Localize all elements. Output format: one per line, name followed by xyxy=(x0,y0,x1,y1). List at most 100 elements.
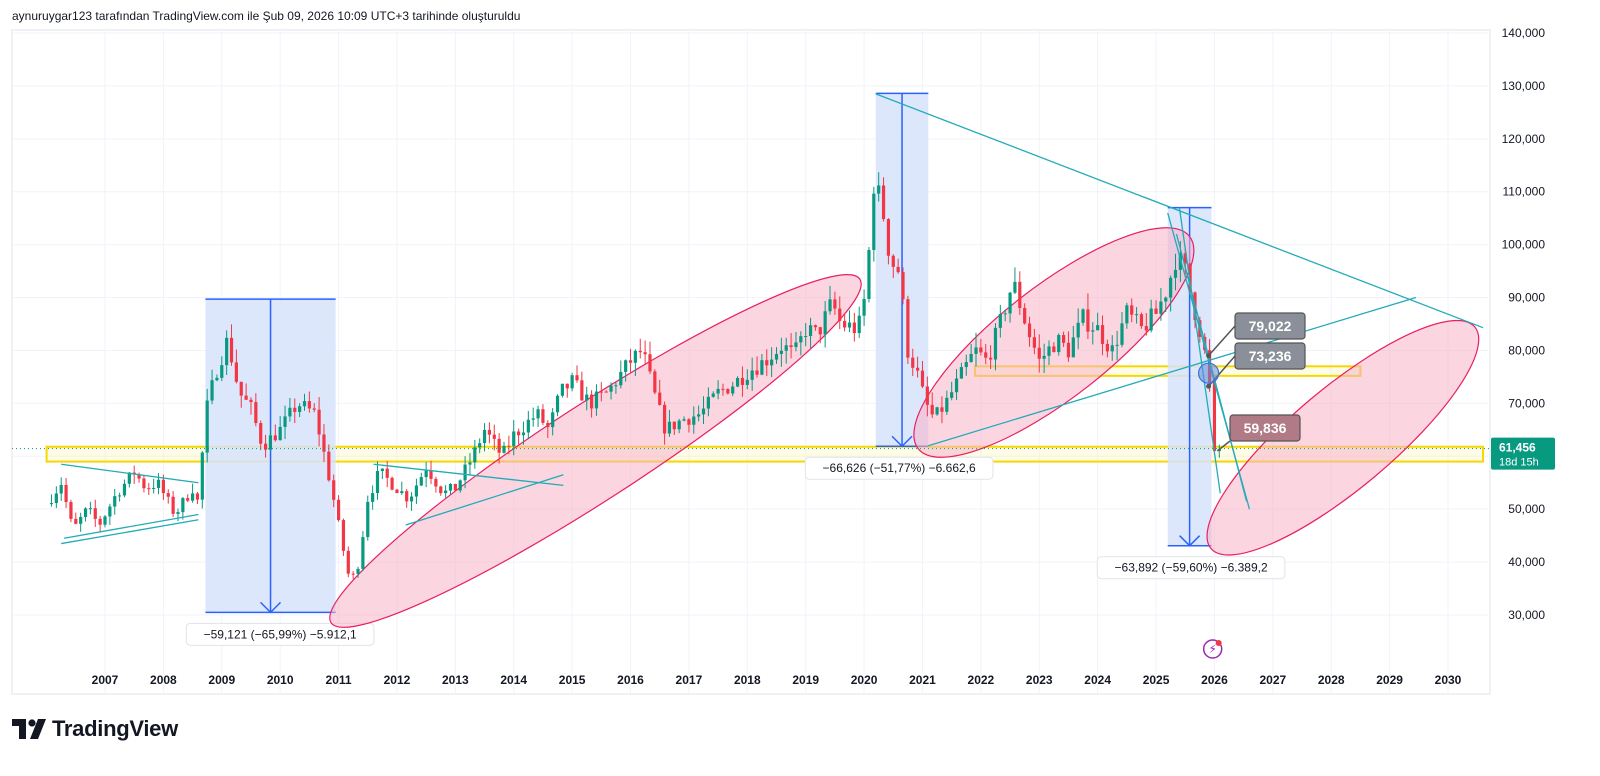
candle-body xyxy=(1183,253,1187,264)
candle-body xyxy=(502,445,506,453)
candle-body xyxy=(346,550,350,574)
candle-body xyxy=(555,395,560,413)
candle-body xyxy=(478,443,482,448)
candle-body xyxy=(108,506,112,517)
candle-body xyxy=(468,462,472,465)
candle-body xyxy=(789,345,793,348)
time-tick-label: 2019 xyxy=(792,673,819,687)
candle-body xyxy=(935,407,939,415)
candle-body xyxy=(823,311,827,335)
candle-body xyxy=(911,357,915,368)
callout-label: 73,236 xyxy=(1249,348,1292,364)
price-tick-label: 140,000 xyxy=(1502,26,1546,40)
candle-body xyxy=(1110,345,1114,352)
candle-body xyxy=(750,370,754,380)
candle-body xyxy=(156,479,161,488)
candle-body xyxy=(1115,344,1119,346)
candle-body xyxy=(375,470,380,494)
time-tick-label: 2009 xyxy=(208,673,235,687)
callout-anchor xyxy=(1206,383,1212,389)
candle-body xyxy=(327,451,331,481)
price-axis[interactable]: 140,000 130,000 120,000 110,000 100,000 90,00… xyxy=(1502,26,1546,622)
candle-body xyxy=(371,493,375,502)
candle-body xyxy=(745,379,749,385)
arrow-down-icon xyxy=(260,601,282,614)
candle-body xyxy=(1081,309,1085,323)
candle-body xyxy=(385,468,389,478)
candle-body xyxy=(113,496,117,507)
time-tick-label: 2012 xyxy=(384,673,411,687)
trendline xyxy=(61,463,199,484)
trendline xyxy=(928,296,1417,447)
candle-body xyxy=(195,493,200,500)
last-price-badge xyxy=(1491,437,1555,470)
trendline xyxy=(405,474,564,526)
candle-body xyxy=(916,367,920,371)
candle-body xyxy=(531,418,535,420)
candle-body xyxy=(959,367,964,379)
candle-body xyxy=(828,299,832,312)
candle-body xyxy=(697,414,701,417)
candle-body xyxy=(512,431,516,447)
time-axis[interactable]: 2007 2008 2009 2010 2011 2012 2013 2014 2015 2016… xyxy=(92,673,1462,687)
candle-body xyxy=(862,298,866,316)
candle-body xyxy=(268,435,273,450)
candlestick-series xyxy=(49,172,1221,580)
callout-label: 79,022 xyxy=(1249,318,1292,334)
time-tick-label: 2021 xyxy=(909,673,936,687)
candle-body xyxy=(448,483,453,491)
price-tick-label: 130,000 xyxy=(1502,79,1546,93)
candle-body xyxy=(1071,337,1075,358)
candle-body xyxy=(682,419,686,421)
candle-body xyxy=(1100,325,1105,344)
candle-body xyxy=(813,325,818,328)
candle-body xyxy=(779,350,783,354)
measure-label: −66,626 (−51,77%) −6.662,6 xyxy=(823,461,976,475)
candle-body xyxy=(263,443,268,450)
time-tick-label: 2029 xyxy=(1376,673,1403,687)
support-zone xyxy=(45,445,1485,463)
candle-body xyxy=(1086,309,1090,332)
candle-body xyxy=(1169,277,1173,298)
candle-body xyxy=(672,421,676,430)
candle-body xyxy=(336,499,341,521)
event-dot-icon xyxy=(1215,640,1222,646)
candle-body xyxy=(984,352,988,358)
candle-body xyxy=(492,434,496,439)
trendline xyxy=(61,519,199,545)
chart-caption: aynuruygar123 tarafından TradingView.com… xyxy=(12,9,521,23)
candle-body xyxy=(405,491,409,502)
candle-body xyxy=(239,381,243,396)
candle-body xyxy=(1130,305,1134,315)
candle-body xyxy=(765,360,769,366)
candle-body xyxy=(998,314,1002,328)
candle-body xyxy=(770,359,774,366)
time-tick-label: 2007 xyxy=(92,673,119,687)
time-tick-label: 2018 xyxy=(734,673,761,687)
price-tick-label: 90,000 xyxy=(1508,291,1545,305)
candle-body xyxy=(49,503,54,505)
candle-body xyxy=(721,388,725,390)
candle-body xyxy=(954,378,959,393)
time-tick-label: 2030 xyxy=(1435,673,1462,687)
measure-label-box xyxy=(1096,556,1286,580)
candle-body xyxy=(589,394,594,409)
time-tick-label: 2027 xyxy=(1259,673,1286,687)
candle-body xyxy=(93,508,97,519)
measure-label-box xyxy=(804,456,994,480)
candle-body xyxy=(366,501,370,538)
candle-body xyxy=(1018,281,1022,308)
candle-body xyxy=(989,357,993,360)
candle-body xyxy=(1125,305,1129,324)
candle-body xyxy=(658,392,662,405)
event-icon[interactable]: ⚡ xyxy=(1202,639,1223,659)
candle-body xyxy=(1057,335,1061,353)
tradingview-logo[interactable]: TradingView xyxy=(12,715,178,743)
candle-body xyxy=(210,380,214,401)
candle-body xyxy=(896,266,900,273)
candle-body xyxy=(288,407,292,417)
lightning-icon: ⚡ xyxy=(1208,642,1216,656)
candle-body xyxy=(906,299,910,358)
candle-body xyxy=(891,255,895,267)
